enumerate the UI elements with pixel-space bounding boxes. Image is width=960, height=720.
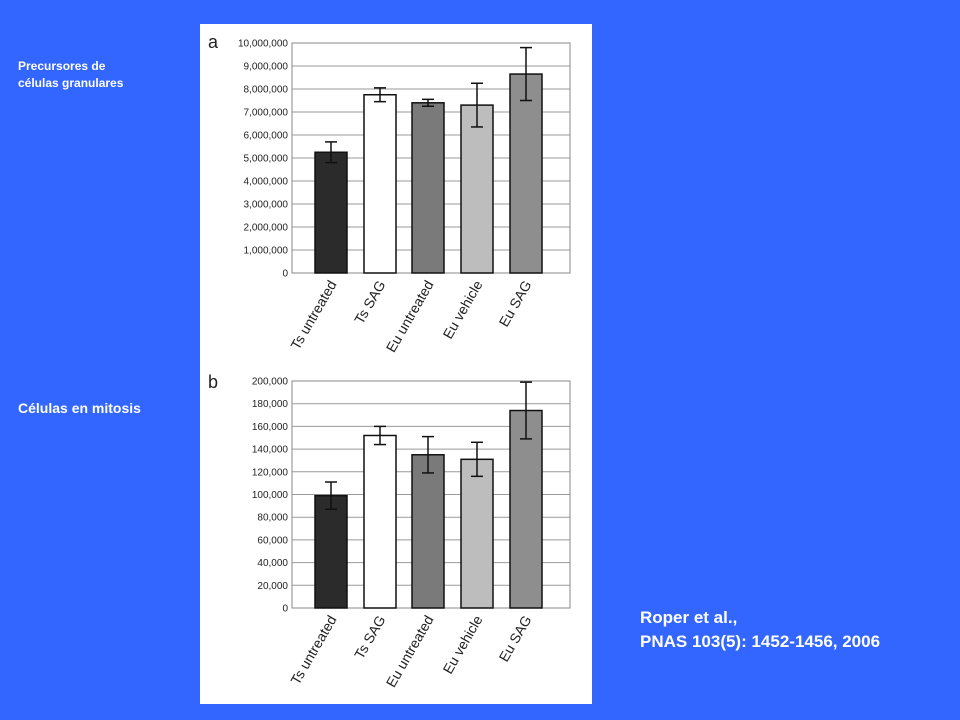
bar-2 <box>363 434 397 609</box>
bar-4 <box>460 458 494 609</box>
panel-letter-a: a <box>208 32 219 52</box>
bar-5 <box>509 409 543 609</box>
bar-2 <box>363 94 397 274</box>
y-tick-label: 40,000 <box>257 558 288 569</box>
bar-4 <box>460 104 494 274</box>
y-tick-label: 2,000,000 <box>244 223 289 234</box>
y-tick-label: 0 <box>282 269 288 280</box>
y-tick-label: 80,000 <box>257 513 288 524</box>
y-tick-label: 4,000,000 <box>244 177 289 188</box>
precursores-label-line1: Precursores de <box>18 59 106 73</box>
x-tick-label: Eu vehicle <box>439 612 485 676</box>
y-tick-label: 100,000 <box>252 490 289 501</box>
x-tick-label: Eu SAG <box>495 613 534 665</box>
x-tick-label: Ts SAG <box>351 613 389 662</box>
y-tick-label: 3,000,000 <box>244 200 289 211</box>
y-tick-label: 10,000,000 <box>238 39 288 50</box>
y-tick-label: 140,000 <box>252 445 289 456</box>
x-tick-label: Eu untreated <box>383 613 437 690</box>
citation-authors: Roper et al., <box>640 608 738 627</box>
bar-3 <box>411 454 445 609</box>
y-tick-label: 5,000,000 <box>244 154 289 165</box>
bar-1 <box>314 494 348 609</box>
y-tick-label: 60,000 <box>257 535 288 546</box>
x-tick-label: Eu vehicle <box>439 277 485 341</box>
citation: Roper et al., PNAS 103(5): 1452-1456, 20… <box>640 606 880 654</box>
y-tick-label: 200,000 <box>252 377 289 388</box>
panel-letter-b: b <box>208 372 218 392</box>
y-tick-label: 9,000,000 <box>244 62 289 73</box>
y-tick-label: 120,000 <box>252 467 289 478</box>
x-tick-label: Ts untreated <box>287 278 339 353</box>
y-tick-label: 20,000 <box>257 581 288 592</box>
y-tick-label: 7,000,000 <box>244 108 289 119</box>
bar-5 <box>509 73 543 274</box>
y-tick-label: 1,000,000 <box>244 246 289 257</box>
precursores-label: Precursores de células granulares <box>18 58 188 92</box>
x-tick-label: Eu SAG <box>495 278 534 330</box>
y-tick-label: 180,000 <box>252 399 289 410</box>
x-tick-label: Eu untreated <box>383 278 437 355</box>
bar-1 <box>314 151 348 274</box>
citation-journal: PNAS 103(5): 1452-1456, 2006 <box>640 632 881 651</box>
figure-panel: a 0 1,000,000 2,000,000 3,000,000 4,000,000 5,… <box>200 24 592 704</box>
y-tick-label: 0 <box>282 604 288 615</box>
precursores-label-line2: células granulares <box>18 76 124 90</box>
y-tick-label: 160,000 <box>252 422 289 433</box>
bar-charts: a 0 1,000,000 2,000,000 3,000,000 4,000,000 5,… <box>208 32 571 690</box>
x-tick-label: Ts untreated <box>287 613 339 688</box>
x-tick-label: Ts SAG <box>351 278 389 327</box>
bar-3 <box>411 102 445 274</box>
y-tick-label: 6,000,000 <box>244 131 289 142</box>
mitosis-label: Células en mitosis <box>18 400 141 416</box>
y-tick-label: 8,000,000 <box>244 85 289 96</box>
